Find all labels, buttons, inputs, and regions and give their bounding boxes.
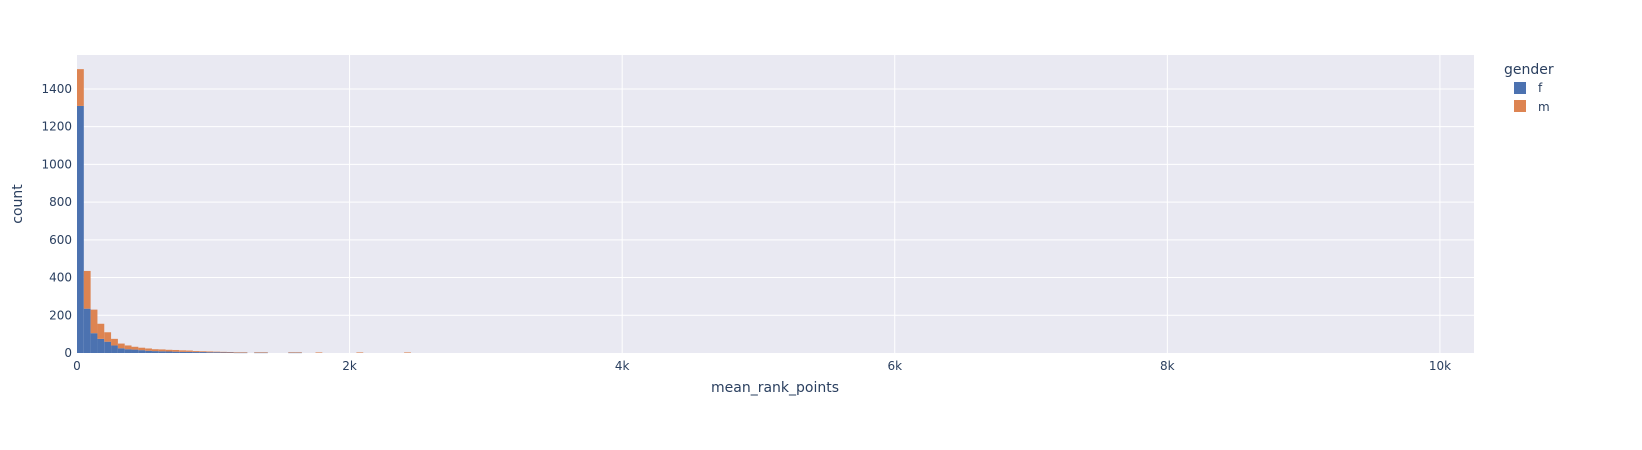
bar-f[interactable] bbox=[186, 351, 193, 353]
bar-m[interactable] bbox=[172, 349, 180, 352]
bar-m[interactable] bbox=[199, 351, 207, 353]
legend-label-m: m bbox=[1538, 100, 1550, 114]
y-axis-title: count bbox=[10, 184, 26, 224]
y-tick-label: 1000 bbox=[41, 157, 72, 171]
bar-m[interactable] bbox=[151, 349, 159, 352]
x-tick-label: 0 bbox=[73, 359, 81, 373]
legend: gender f m bbox=[1504, 62, 1554, 114]
bar-f[interactable] bbox=[254, 352, 261, 354]
bar-m[interactable] bbox=[97, 323, 105, 339]
bar-f[interactable] bbox=[158, 351, 166, 353]
bar-m[interactable] bbox=[124, 345, 132, 350]
bar-f[interactable] bbox=[83, 308, 91, 353]
bar-f[interactable] bbox=[151, 351, 159, 353]
bar-f[interactable] bbox=[117, 348, 125, 353]
bar-f[interactable] bbox=[295, 352, 302, 354]
y-tick-labels: 0 200 400 600 800 1000 1200 1400 bbox=[41, 82, 72, 360]
y-tick-label: 1200 bbox=[41, 120, 72, 134]
legend-item-m[interactable]: m bbox=[1514, 100, 1550, 114]
bar-m[interactable] bbox=[111, 338, 118, 346]
bar-f[interactable] bbox=[111, 345, 118, 353]
bar-f[interactable] bbox=[138, 350, 146, 353]
bar-m[interactable] bbox=[165, 349, 173, 352]
bar-f[interactable] bbox=[226, 352, 234, 353]
bar-m[interactable] bbox=[226, 352, 234, 353]
y-tick-label: 400 bbox=[49, 271, 72, 285]
y-tick-label: 600 bbox=[49, 233, 72, 247]
bar-f[interactable] bbox=[179, 351, 187, 353]
bar-m[interactable] bbox=[192, 351, 200, 353]
bar-f[interactable] bbox=[145, 350, 152, 353]
x-axis-title: mean_rank_points bbox=[711, 380, 839, 396]
bar-f[interactable] bbox=[260, 352, 268, 354]
y-tick-label: 200 bbox=[49, 308, 72, 322]
bar-m[interactable] bbox=[138, 347, 146, 351]
bar-f[interactable] bbox=[213, 352, 221, 353]
bar-m[interactable] bbox=[260, 352, 268, 353]
bar-m[interactable] bbox=[254, 352, 261, 353]
x-tick-label: 6k bbox=[887, 359, 902, 373]
bar-m[interactable] bbox=[213, 351, 221, 353]
bar-m[interactable] bbox=[77, 69, 84, 106]
bar-f[interactable] bbox=[77, 105, 84, 354]
bar-m[interactable] bbox=[104, 332, 112, 342]
bar-f[interactable] bbox=[104, 341, 112, 353]
bar-m[interactable] bbox=[315, 352, 323, 353]
y-tick-label: 1400 bbox=[41, 82, 72, 96]
bar-f[interactable] bbox=[206, 352, 214, 353]
y-tick-label: 0 bbox=[64, 346, 72, 360]
gridlines bbox=[77, 55, 1474, 353]
bar-f[interactable] bbox=[240, 352, 248, 354]
bar-m[interactable] bbox=[240, 352, 248, 353]
x-tick-label: 4k bbox=[615, 359, 630, 373]
bar-m[interactable] bbox=[90, 309, 98, 334]
plot-background bbox=[77, 55, 1474, 353]
bar-f[interactable] bbox=[90, 333, 98, 353]
bar-m[interactable] bbox=[295, 352, 302, 353]
legend-item-f[interactable]: f bbox=[1514, 81, 1543, 95]
bar-f[interactable] bbox=[172, 351, 180, 353]
x-tick-label: 8k bbox=[1160, 359, 1175, 373]
bar-m[interactable] bbox=[179, 350, 187, 352]
bar-m[interactable] bbox=[83, 270, 91, 309]
bar-f[interactable] bbox=[199, 352, 207, 353]
bar-f[interactable] bbox=[288, 352, 296, 354]
bar-f[interactable] bbox=[97, 338, 105, 353]
bar-m[interactable] bbox=[158, 349, 166, 352]
bar-m[interactable] bbox=[233, 352, 241, 353]
x-tick-labels: 0 2k 4k 6k 8k 10k bbox=[73, 359, 1451, 373]
legend-swatch-m bbox=[1514, 100, 1526, 112]
bar-m[interactable] bbox=[220, 351, 227, 353]
bar-f[interactable] bbox=[192, 352, 200, 353]
bar-f[interactable] bbox=[233, 352, 241, 354]
bar-m[interactable] bbox=[356, 352, 364, 353]
legend-swatch-f bbox=[1514, 82, 1526, 94]
legend-title: gender bbox=[1504, 62, 1554, 78]
bar-f[interactable] bbox=[165, 351, 173, 353]
bar-m[interactable] bbox=[404, 352, 411, 353]
bar-m[interactable] bbox=[288, 352, 296, 353]
bar-f[interactable] bbox=[220, 352, 227, 353]
bar-m[interactable] bbox=[186, 350, 193, 352]
y-tick-label: 800 bbox=[49, 195, 72, 209]
legend-label-f: f bbox=[1538, 81, 1543, 95]
bar-m[interactable] bbox=[145, 348, 152, 351]
bar-m[interactable] bbox=[117, 343, 125, 349]
x-tick-label: 2k bbox=[342, 359, 357, 373]
bar-f[interactable] bbox=[131, 349, 139, 353]
bars bbox=[77, 69, 411, 354]
bar-m[interactable] bbox=[131, 346, 139, 350]
bar-f[interactable] bbox=[124, 349, 132, 353]
x-tick-label: 10k bbox=[1429, 359, 1451, 373]
bar-m[interactable] bbox=[206, 351, 214, 353]
